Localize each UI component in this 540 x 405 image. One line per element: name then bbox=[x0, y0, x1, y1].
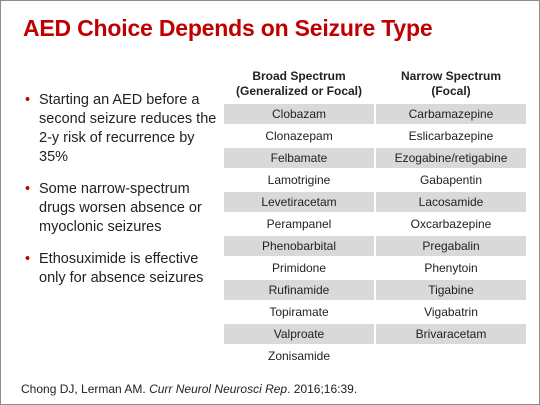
table-cell: Carbamazepine bbox=[376, 104, 526, 124]
table-cell: Pregabalin bbox=[376, 236, 526, 256]
citation-journal: Curr Neurol Neurosci Rep bbox=[149, 382, 288, 396]
citation-rest: . 2016;16:39. bbox=[287, 382, 358, 396]
table-body: Clobazam Carbamazepine Clonazepam Eslicarba… bbox=[224, 104, 526, 366]
table-row: Lamotrigine Gabapentin bbox=[224, 170, 526, 190]
table-row: Rufinamide Tigabine bbox=[224, 280, 526, 300]
table-cell: Perampanel bbox=[266, 217, 332, 231]
table-cell: Lamotrigine bbox=[267, 173, 331, 187]
column-header: Narrow Spectrum (Focal) bbox=[376, 69, 526, 102]
table-row: Topiramate Vigabatrin bbox=[224, 302, 526, 322]
table-cell: Rufinamide bbox=[224, 280, 374, 300]
table-head: Broad Spectrum (Generalized or Focal) Narr… bbox=[224, 69, 526, 102]
drug-table: Broad Spectrum (Generalized or Focal) Narr… bbox=[222, 67, 528, 368]
table-row: Clonazepam Eslicarbazepine bbox=[224, 126, 526, 146]
table-cell: Eslicarbazepine bbox=[408, 129, 494, 143]
bullet: Starting an AED before a second seizure … bbox=[23, 91, 223, 167]
header-line: (Focal) bbox=[431, 84, 471, 98]
table-cell: Gabapentin bbox=[419, 173, 483, 187]
table-cell: Brivaracetam bbox=[376, 324, 526, 344]
table-row: Primidone Phenytoin bbox=[224, 258, 526, 278]
slide-title: AED Choice Depends on Seizure Type bbox=[23, 15, 433, 41]
table-cell: Clobazam bbox=[224, 104, 374, 124]
table-cell: Tigabine bbox=[376, 280, 526, 300]
table-row: Felbamate Ezogabine/retigabine bbox=[224, 148, 526, 168]
table-cell: Levetiracetam bbox=[224, 192, 374, 212]
table-cell: Primidone bbox=[271, 261, 327, 275]
table-cell bbox=[376, 346, 526, 366]
table-cell: Phenytoin bbox=[424, 261, 478, 275]
header-row: Broad Spectrum (Generalized or Focal) Narr… bbox=[224, 69, 526, 102]
table-cell: Clonazepam bbox=[265, 129, 333, 143]
citation: Chong DJ, Lerman AM. Curr Neurol Neurosc… bbox=[21, 382, 357, 396]
table-cell: Valproate bbox=[224, 324, 374, 344]
header-line: Broad Spectrum bbox=[252, 69, 346, 83]
citation-authors: Chong DJ, Lerman AM. bbox=[21, 382, 150, 396]
header-line: Narrow Spectrum bbox=[400, 69, 502, 83]
table-cell: Felbamate bbox=[224, 148, 374, 168]
table-cell: Phenobarbital bbox=[224, 236, 374, 256]
table-cell: Zonisamide bbox=[267, 349, 331, 363]
table-row: Levetiracetam Lacosamide bbox=[224, 192, 526, 212]
table-cell: Oxcarbazepine bbox=[410, 217, 492, 231]
table-row: Phenobarbital Pregabalin bbox=[224, 236, 526, 256]
table-cell: Topiramate bbox=[269, 305, 329, 319]
header-line: (Generalized or Focal) bbox=[235, 84, 363, 98]
table-row: Valproate Brivaracetam bbox=[224, 324, 526, 344]
bullet: Some narrow-spectrum drugs worsen absenc… bbox=[23, 180, 223, 237]
column-header: Broad Spectrum (Generalized or Focal) bbox=[224, 69, 374, 102]
table-row: Clobazam Carbamazepine bbox=[224, 104, 526, 124]
bullet: Ethosuximide is effective only for absen… bbox=[23, 250, 223, 288]
table-cell: Vigabatrin bbox=[424, 305, 478, 319]
table-row: Zonisamide bbox=[224, 346, 526, 366]
bullet-list: Starting an AED before a second seizure … bbox=[23, 91, 223, 301]
table-row: Perampanel Oxcarbazepine bbox=[224, 214, 526, 234]
table-cell: Lacosamide bbox=[376, 192, 526, 212]
table-cell: Ezogabine/retigabine bbox=[376, 148, 526, 168]
